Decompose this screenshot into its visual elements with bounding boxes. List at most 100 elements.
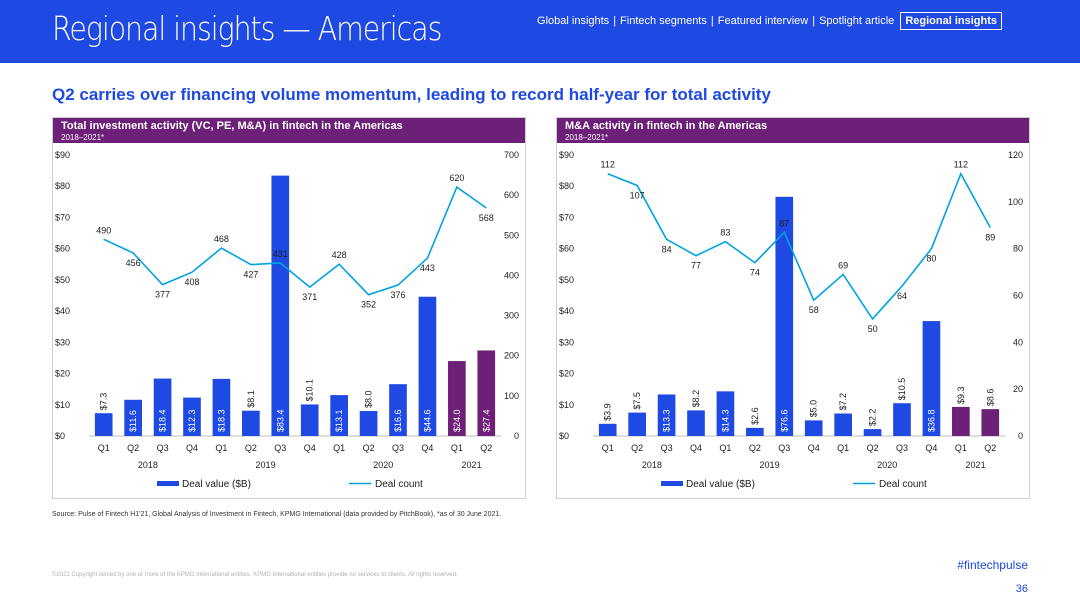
category-tick-label: Q1	[215, 443, 227, 453]
bar-value-label: $24.0	[452, 409, 462, 432]
left-axis-tick-label: $10	[559, 400, 574, 410]
left-axis-tick-label: $70	[55, 212, 70, 222]
category-tick-label: Q3	[157, 443, 169, 453]
bar	[418, 296, 437, 436]
nav-regional-insights[interactable]: Regional insights	[900, 12, 1002, 30]
deal-count-label: 376	[390, 290, 405, 300]
bar	[389, 384, 407, 436]
nav-global-insights[interactable]: Global insights	[537, 15, 610, 27]
deal-count-label: 112	[954, 160, 968, 170]
legend-label-deal-count: Deal count	[879, 479, 927, 490]
category-tick-label: Q1	[719, 443, 731, 453]
bar-value-label: $8.0	[364, 390, 374, 408]
category-tick-label: Q2	[749, 443, 761, 453]
deal-count-label: 112	[601, 160, 615, 170]
category-tick-label: Q4	[421, 443, 433, 453]
deal-count-label: 377	[155, 290, 170, 300]
year-group-label: 2021	[966, 460, 986, 470]
nav-featured-interview[interactable]: Featured interview	[717, 15, 809, 27]
bar	[687, 410, 705, 436]
left-axis-tick-label: $60	[55, 244, 70, 254]
deal-count-label: 456	[126, 258, 141, 268]
bar	[657, 394, 676, 436]
bar	[746, 427, 764, 436]
chart-title: Total investment activity (VC, PE, M&A) …	[61, 120, 403, 132]
category-tick-label: Q4	[690, 443, 702, 453]
bar	[922, 321, 941, 436]
bar	[981, 409, 1000, 436]
bar-value-label: $13.1	[334, 409, 344, 432]
category-tick-label: Q1	[98, 443, 110, 453]
bar-value-label: $9.3	[956, 386, 966, 404]
bar-value-label: $3.9	[603, 403, 613, 421]
year-group-label: 2018	[138, 460, 158, 470]
page-title: Regional insights — Americas	[52, 9, 442, 48]
category-tick-label: Q4	[186, 443, 198, 453]
bar-value-label: $7.3	[99, 393, 109, 411]
right-axis-tick-label: 200	[504, 351, 519, 361]
bar-value-label: $76.6	[779, 409, 789, 432]
bar-value-label: $7.5	[632, 392, 642, 410]
bar	[775, 196, 794, 436]
category-tick-label: Q1	[955, 443, 967, 453]
nav-fintech-segments[interactable]: Fintech segments	[620, 15, 707, 27]
bar-value-label: $36.8	[926, 409, 936, 432]
category-tick-label: Q1	[333, 443, 345, 453]
bar	[212, 378, 231, 436]
bar	[628, 412, 646, 436]
bar	[359, 411, 378, 436]
bar-value-label: $10.1	[305, 379, 315, 402]
left-axis-tick-label: $70	[559, 212, 574, 222]
category-tick-label: Q3	[778, 443, 790, 453]
deal-count-line	[607, 171, 991, 321]
category-tick-label: Q4	[304, 443, 316, 453]
legend-label-deal-value: Deal value ($B)	[686, 479, 755, 490]
right-axis-tick-label: 0	[1018, 431, 1023, 441]
left-axis-tick-label: $30	[559, 337, 574, 347]
bar	[153, 378, 172, 436]
deal-count-label: 80	[926, 254, 936, 264]
left-axis-tick-label: $90	[559, 150, 574, 160]
year-group-label: 2019	[760, 460, 780, 470]
bar-value-label: $8.2	[691, 390, 701, 408]
left-axis-tick-label: $0	[55, 431, 65, 441]
bar	[716, 391, 735, 436]
nav-spotlight-article[interactable]: Spotlight article	[819, 15, 895, 27]
bar-value-label: $83.4	[275, 409, 285, 432]
deal-count-label: 69	[838, 260, 848, 270]
right-axis-tick-label: 100	[1008, 197, 1023, 207]
bar-value-label: $13.3	[662, 409, 672, 432]
year-group-label: 2020	[877, 460, 897, 470]
deal-count-label: 428	[332, 250, 347, 260]
page-number: 36	[1015, 583, 1028, 595]
deal-count-label: 58	[809, 305, 819, 315]
deal-count-label: 620	[449, 173, 464, 183]
category-tick-label: Q2	[245, 443, 257, 453]
deal-count-label: 568	[479, 213, 494, 223]
category-tick-label: Q2	[480, 443, 492, 453]
chart-subtitle: 2018–2021*	[565, 133, 609, 142]
chart-panel-ma-activity: M&A activity in fintech in the Americas …	[556, 117, 1030, 499]
right-axis-tick-label: 80	[1013, 244, 1023, 254]
copyright-note: ©2021 Copyright owned by one or more of …	[52, 572, 458, 578]
bar	[863, 429, 882, 436]
year-group-label: 2021	[462, 460, 482, 470]
bar	[834, 413, 852, 436]
deal-count-label: 408	[184, 277, 199, 287]
hashtag[interactable]: #fintechpulse	[957, 558, 1028, 572]
nav-separator: |	[613, 15, 617, 27]
bar	[598, 423, 617, 436]
deal-count-label: 427	[243, 270, 258, 280]
chart-ma-activity: $0 $10 $20 $30 $40 $50 $60 $70 $80 $90 0 20 40 60 80 10…	[559, 150, 1023, 490]
category-tick-label: Q3	[274, 443, 286, 453]
deal-count-label: 83	[720, 228, 730, 238]
bar	[893, 403, 911, 436]
bar-value-label: $8.6	[985, 389, 995, 407]
deal-count-label: 64	[897, 291, 907, 301]
category-tick-label: Q3	[392, 443, 404, 453]
bar-value-label: $10.5	[897, 378, 907, 401]
left-axis-tick-label: $90	[55, 150, 70, 160]
bar-value-label: $18.4	[158, 409, 168, 432]
category-tick-label: Q4	[808, 443, 820, 453]
year-group-label: 2019	[256, 460, 276, 470]
